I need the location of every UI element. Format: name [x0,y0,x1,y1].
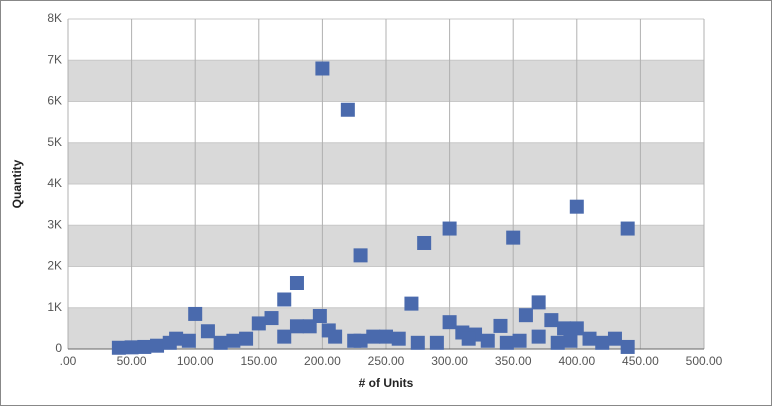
point [391,331,406,346]
point [289,276,304,290]
y-tick-label: 0 [55,341,62,355]
point [347,333,362,348]
y-tick-label: 6K [47,94,62,108]
point [315,61,330,76]
point [213,335,228,350]
point [124,340,139,355]
point [417,235,432,250]
point [518,308,533,323]
point [557,321,572,336]
point [569,199,584,214]
point [181,333,196,348]
point [353,248,368,263]
point [550,335,565,350]
point [404,296,419,311]
point [188,306,203,321]
point [620,221,635,236]
point [461,331,476,346]
point [239,331,254,346]
x-tick-label: 500.00 [686,354,723,368]
point [563,333,578,348]
point [569,321,584,336]
point [531,295,546,310]
y-tick-label: 4K [47,176,62,190]
point [595,335,610,350]
point [277,292,292,307]
plot [111,61,635,355]
point [582,331,597,346]
point [302,319,317,334]
y-tick-label: 3K [47,217,62,231]
point [544,313,559,328]
x-tick-label: 300.00 [431,354,468,368]
y-tick-label: 8K [47,11,62,25]
y-tick-label: 1K [47,300,62,314]
point [499,335,514,350]
point [162,335,177,350]
x-tick-label: 200.00 [304,354,341,368]
point [493,318,508,333]
point [137,339,152,354]
point [531,329,546,344]
x-tick-label: 150.00 [240,354,277,368]
x-tick-label: 250.00 [368,354,405,368]
x-tick-label: 350.00 [495,354,532,368]
point [289,319,304,334]
point [442,221,457,236]
point [607,331,622,346]
point [410,335,425,350]
point [429,335,444,350]
point [442,315,457,330]
point [277,329,292,344]
point [150,338,165,353]
y-tick-label: 7K [47,52,62,66]
x-tick-label: .00 [60,354,77,368]
x-axis-title: # of Units [359,376,414,390]
x-tick-label: 450.00 [622,354,659,368]
point [264,311,279,326]
x-tick-label: 50.00 [117,354,147,368]
y-axis-title: Quantity [10,159,24,208]
point [251,316,266,331]
point [512,333,527,348]
point [506,230,521,245]
point [480,333,495,348]
point [340,102,355,117]
y-tick-label: 5K [47,135,62,149]
point [620,339,635,354]
point [328,329,343,344]
point [200,324,215,339]
x-tick-label: 400.00 [558,354,595,368]
y-tick-label: 2K [47,259,62,273]
x-tick-label: 100.00 [177,354,214,368]
point [379,329,393,344]
point [226,333,241,348]
point [111,340,126,355]
point [366,329,381,344]
